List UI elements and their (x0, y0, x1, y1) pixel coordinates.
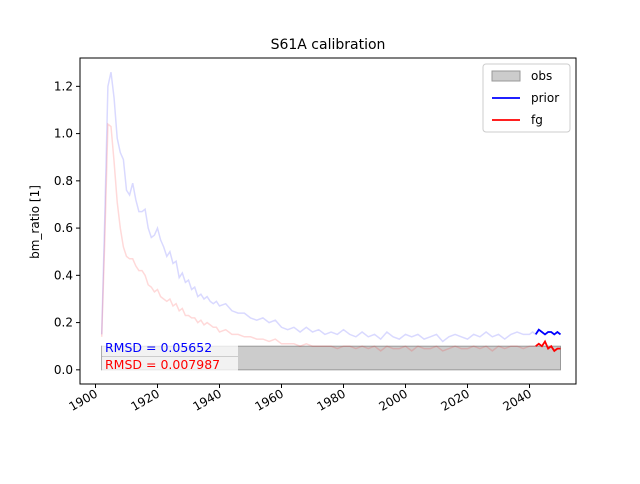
series-line-fg (100, 122, 561, 352)
legend-swatch-obs (491, 70, 521, 82)
y-tick-label-0.8: 0.8 (54, 174, 73, 188)
y-tick-label-1.2: 1.2 (54, 79, 73, 93)
legend-label-fg: fg (531, 113, 543, 127)
x-tick-label-2040: 2040 (501, 386, 534, 413)
x-tick-label-1980: 1980 (315, 386, 348, 413)
y-tick-label-0.0: 0.0 (54, 363, 73, 377)
y-axis-label: bm_ratio [1] (28, 185, 42, 259)
x-tick-label-2000: 2000 (377, 386, 410, 413)
x-tick-label-1920: 1920 (129, 386, 162, 413)
y-tick-label-0.4: 0.4 (54, 268, 73, 282)
x-tick-label-1900: 1900 (67, 386, 100, 413)
x-tick-label-1960: 1960 (253, 386, 286, 413)
rmsd-box-prior (102, 340, 238, 356)
y-tick-label-1.0: 1.0 (54, 127, 73, 141)
axes-frame (79, 57, 577, 385)
legend-label-prior: prior (531, 91, 559, 105)
plot-area: RMSD = 0.05652 RMSD = 0.007987 (100, 72, 562, 373)
legend: obs prior fg (482, 63, 571, 133)
rmsd-label-prior: RMSD = 0.05652 (105, 340, 212, 355)
x-tick-label-1940: 1940 (191, 386, 224, 413)
legend-label-obs: obs (531, 69, 552, 83)
x-tick-label-2020: 2020 (439, 386, 472, 413)
y-tick-label-0.2: 0.2 (54, 316, 73, 330)
rmsd-label-fg: RMSD = 0.007987 (105, 357, 220, 372)
series-highlight-fg (535, 339, 561, 353)
series-line-prior (100, 72, 561, 343)
y-tick-label-0.6: 0.6 (54, 221, 73, 235)
rmsd-box-fg (102, 357, 238, 373)
chart-title: S61A calibration (271, 37, 386, 53)
series-highlight-prior (534, 328, 562, 336)
